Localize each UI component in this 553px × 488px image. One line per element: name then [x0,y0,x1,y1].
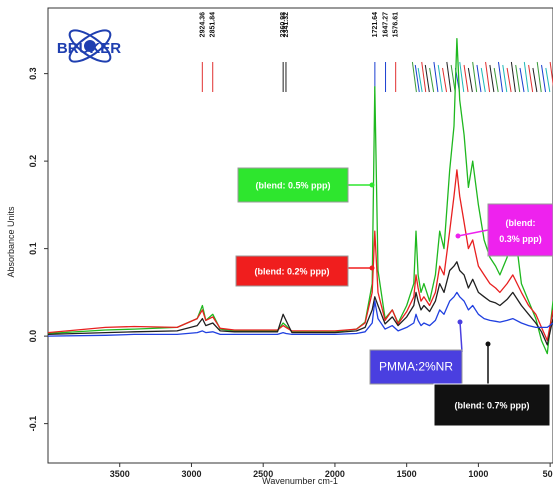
annotation-box [235,255,349,287]
dense-peak-marker [515,64,521,93]
annotation-arrowhead [485,341,491,347]
annotation-box [433,383,551,427]
annotation-arrowhead [369,182,375,188]
annotation-label: (blend: [506,218,536,228]
peak-label: 2341.32 [283,12,290,37]
y-axis-title: Absorbance Units [6,206,16,278]
dense-peak-marker [502,64,508,93]
x-tick-label: 1000 [468,469,488,479]
dense-peak-marker [467,67,473,93]
peak-label: 2851.84 [210,12,217,37]
annotations: (blend: 0.5% ppp) (blend: 0.2% ppp) (blend… [235,167,553,427]
dense-peak-marker [472,61,478,93]
x-tick-label: 1500 [397,469,417,479]
dense-peak-marker [523,61,529,93]
annotation-arrow [459,321,463,353]
dense-peak-marker [536,61,542,93]
spectrum-line-3 [47,291,553,337]
spectrum-series [47,37,553,355]
dense-peak-marker [433,61,439,93]
logo-emblem-icon [68,29,112,63]
dense-peak-marker [489,64,495,93]
annotation-box [237,167,349,203]
dense-peak-marker [549,61,553,88]
peak-label: 2360.98 [280,12,287,37]
logo-text: BRUKER [57,40,121,57]
peak-label: 2924.36 [199,12,206,37]
annotation-arrowhead [455,233,461,239]
annotation-label: (blend: 0.5% ppp) [256,181,331,191]
spectrum-line-0 [47,37,553,355]
y-tick-label: 0.0 [28,330,38,343]
y-tick-label: 0.3 [28,67,38,80]
dense-peak-marker [429,67,435,93]
x-tick-label: 2500 [253,469,273,479]
dense-peak-marker [463,64,469,93]
dense-peak-marker [506,67,512,93]
axis-ticks: 3500 3000 2500 2000 1500 1000 500 -0.1 0.0 0.1 0.2… [28,67,553,479]
dense-peak-marker [442,67,448,93]
bruker-logo: BRUKER [57,29,121,63]
dense-peak-marker [510,61,516,93]
x-tick-label: 500 [543,469,553,479]
dense-peak-marker [541,64,547,93]
dense-peak-marker [485,61,491,93]
annotation-box [369,349,463,385]
dense-peak-marker [421,61,427,93]
annotation-label: PMMA:2%NR [379,360,453,374]
peak-label: 1721.64 [372,12,379,37]
dense-peak-marker [459,61,465,93]
x-tick-label: 2000 [325,469,345,479]
annotation-arrow [457,229,489,237]
dense-peak-marker [480,67,486,93]
dense-peak-marker [497,61,503,93]
y-tick-label: 0.1 [28,242,38,255]
dense-peak-marker [417,67,423,93]
dense-peak-marker [437,64,443,93]
dense-peak-marker [446,61,452,93]
y-tick-label: -0.1 [28,416,38,432]
annotation-box [487,203,553,257]
dense-peak-marker [545,67,551,93]
plot-frame [47,7,553,464]
annotation-arrowhead [457,319,463,325]
spectrum-line-1 [47,169,553,342]
y-tick-label: 0.2 [28,155,38,168]
dense-peak-marker [424,64,430,93]
dense-peak-marker [411,61,417,93]
x-tick-label: 3000 [181,469,201,479]
peak-label: 1576.61 [393,12,400,37]
dense-peak-marker [476,64,482,93]
peak-label: 1647.27 [383,12,390,37]
dense-peak-marker [414,64,420,93]
dense-peak-marker [450,64,456,93]
annotation-arrowhead [369,265,375,271]
dense-peak-marker [519,67,525,93]
annotation-label: (blend: 0.2% ppp) [255,267,330,277]
x-axis-title: Wavenumber cm-1 [262,476,338,486]
annotation-label: (blend: 0.7% ppp) [455,401,530,411]
dense-peak-marker [493,67,499,93]
x-tick-label: 3500 [110,469,130,479]
spectrum-line-2 [47,261,553,346]
annotation-label: 0.3% ppp) [499,234,542,244]
dense-peak-marker [528,64,534,93]
dense-peak-marker [532,67,538,93]
